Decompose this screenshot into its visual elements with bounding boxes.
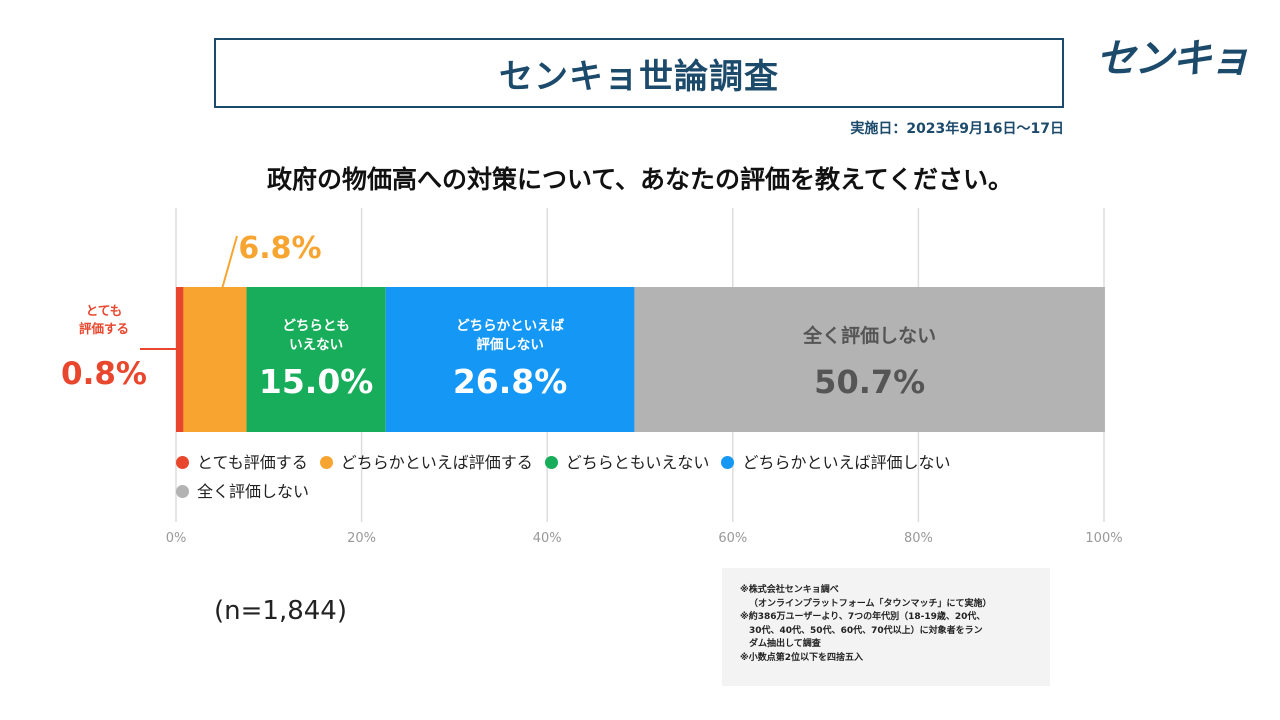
x-tick-label: 40% xyxy=(533,531,562,546)
survey-date: 実施日：2023年9月16日～17日 xyxy=(850,121,1064,137)
callout-leader-line xyxy=(221,235,238,290)
segment-category-label: いえない xyxy=(289,337,343,353)
note-line: ※株式会社センキョ調べ xyxy=(740,585,839,595)
note-line: 30代、40代、50代、60代、70代以上）に対象者をラン xyxy=(749,625,983,636)
note-line: ダム抽出して調査 xyxy=(749,639,821,649)
legend-swatch xyxy=(721,456,735,469)
legend-swatch xyxy=(176,456,189,469)
page-title: センキョ世論調査 xyxy=(499,56,779,97)
legend-item: どちらともいえない xyxy=(544,448,710,477)
callout-category-label: とても xyxy=(86,303,123,318)
survey-question: 政府の物価高への対策について、あなたの評価を教えてください。 xyxy=(266,165,1013,194)
bar-segment xyxy=(634,287,1105,432)
segment-value-label: 50.7% xyxy=(814,363,925,401)
legend-swatch xyxy=(176,485,189,498)
legend-item: とても評価する xyxy=(176,448,308,477)
note-line: ※約386万ユーザーより、7つの年代別（18-19歳、20代、 xyxy=(740,612,986,622)
callout-category-label: 評価する xyxy=(79,321,129,336)
callout-value-label: 6.8% xyxy=(238,231,321,266)
x-tick-label: 60% xyxy=(718,531,747,546)
legend-swatch xyxy=(319,456,333,469)
bar-segment xyxy=(385,287,635,432)
segment-value-label: 26.8% xyxy=(453,362,568,401)
legend-label: どちらかといえば評価しない xyxy=(742,453,951,472)
brand-logo: センキョ xyxy=(1096,36,1250,82)
legend-label: どちらかといえば評価する xyxy=(340,453,533,472)
bar-segment xyxy=(183,287,247,432)
segment-category-label: 全く評価しない xyxy=(802,324,936,347)
x-tick-label: 100% xyxy=(1085,531,1122,546)
segment-category-label: 評価しない xyxy=(476,336,544,353)
title-box: センキョ世論調査 xyxy=(214,38,1064,108)
note-line: （オンラインプラットフォーム「タウンマッチ」にて実施） xyxy=(749,598,992,609)
x-tick-label: 0% xyxy=(166,531,187,546)
bar-segment xyxy=(176,287,184,432)
segment-value-label: 15.0% xyxy=(259,362,374,401)
legend-swatch xyxy=(544,456,558,469)
legend-label: 全く評価しない xyxy=(197,482,310,501)
legend-label: とても評価する xyxy=(197,453,308,472)
sample-size: (n=1,844) xyxy=(214,596,347,626)
segment-category-label: どちらとも xyxy=(282,318,350,334)
legend-item: どちらかといえば評価しない xyxy=(721,448,950,477)
chart-legend: とても評価する どちらかといえば評価する どちらともいえない どちらかといえば評価しな… xyxy=(176,448,1076,506)
legend-item: どちらかといえば評価する xyxy=(319,448,533,477)
callout-value-label: 0.8% xyxy=(61,356,147,392)
x-tick-label: 80% xyxy=(904,531,933,546)
survey-notes: ※株式会社センキョ調べ （オンラインプラットフォーム「タウンマッチ」にて実施） ※約… xyxy=(722,568,1050,686)
note-line: ※小数点第2位以下を四捨五入 xyxy=(740,652,864,663)
x-tick-label: 20% xyxy=(347,531,376,546)
legend-item: 全く評価しない xyxy=(176,477,309,506)
bar-segment xyxy=(246,287,386,432)
segment-category-label: どちらかといえば xyxy=(456,318,564,334)
legend-label: どちらともいえない xyxy=(565,453,710,472)
stacked-bar-chart: 0% 20% 40% 60% 80% 100%どちらともいえない15.0%どちらかといえば… xyxy=(61,208,1123,546)
